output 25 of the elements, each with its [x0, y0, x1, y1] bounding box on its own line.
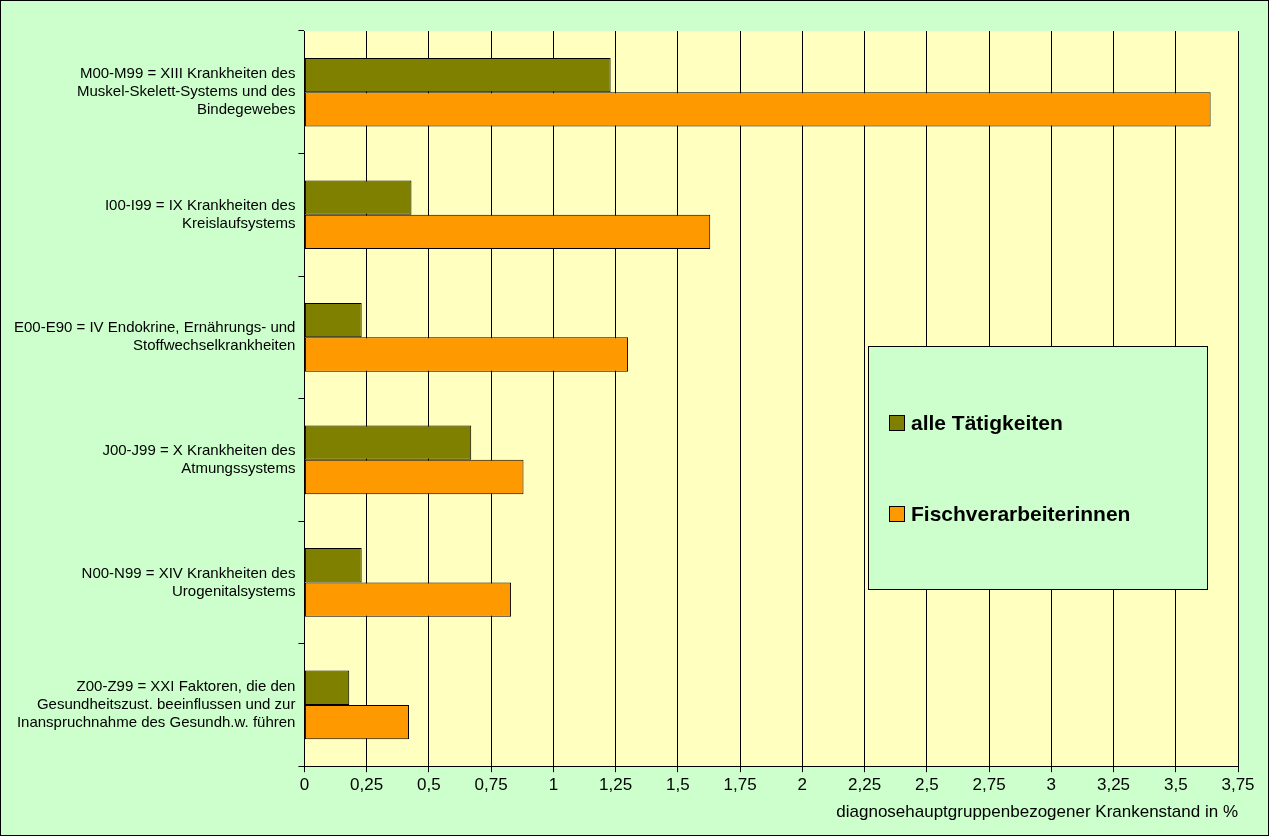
- x-axis-title: diagnosehauptgruppenbezogener Krankenstand in %: [836, 802, 1238, 822]
- x-tick-label: 2,25: [848, 775, 882, 795]
- legend-label: alle Tätigkeiten: [911, 410, 1063, 435]
- x-tick-label: 2,75: [972, 775, 1006, 795]
- x-tick-label: 0: [299, 775, 310, 795]
- legend-label: Fischverarbeiterinnen: [911, 501, 1131, 526]
- x-tick-label: 1,25: [599, 775, 633, 795]
- y-tick-label: N00-N99 = XIV Krankheiten des Urogenitalsystems: [81, 563, 296, 599]
- x-tick-label: 3,5: [1163, 775, 1188, 795]
- x-tick-label: 1: [548, 775, 559, 795]
- x-tick-label: 0,5: [417, 775, 441, 795]
- y-tick-label: E00-E90 = IV Endokrine, Ernährungs- und Stoffwechselkrankheiten: [13, 318, 296, 354]
- x-tick-label: 1,75: [723, 775, 757, 795]
- x-tick-label: 3: [1046, 775, 1057, 795]
- x-tick-label: 3,75: [1221, 775, 1255, 795]
- x-tick-label: 0,25: [350, 775, 384, 795]
- y-tick-label: J00-J99 = X Krankheiten des Atmungssystems: [102, 441, 296, 477]
- y-tick-label: Z00-Z99 = XXI Faktoren, die den Gesundheitszust. beeinflussen und zur Inanspruchnahme des Gesundh.w. führen: [16, 677, 296, 731]
- x-tick-label: 3,25: [1096, 775, 1131, 795]
- x-tick-label: 1,5: [666, 775, 690, 795]
- x-tick-label: 2,5: [914, 775, 939, 795]
- y-tick-label: M00-M99 = XIII Krankheiten des Muskel-Skelett-Systems und des Bindegewebes: [77, 64, 296, 118]
- x-tick-label: 0,75: [474, 775, 508, 795]
- y-tick-label: I00-I99 = IX Krankheiten des Kreislaufsystems: [104, 195, 296, 231]
- x-tick-label: 2: [797, 775, 808, 795]
